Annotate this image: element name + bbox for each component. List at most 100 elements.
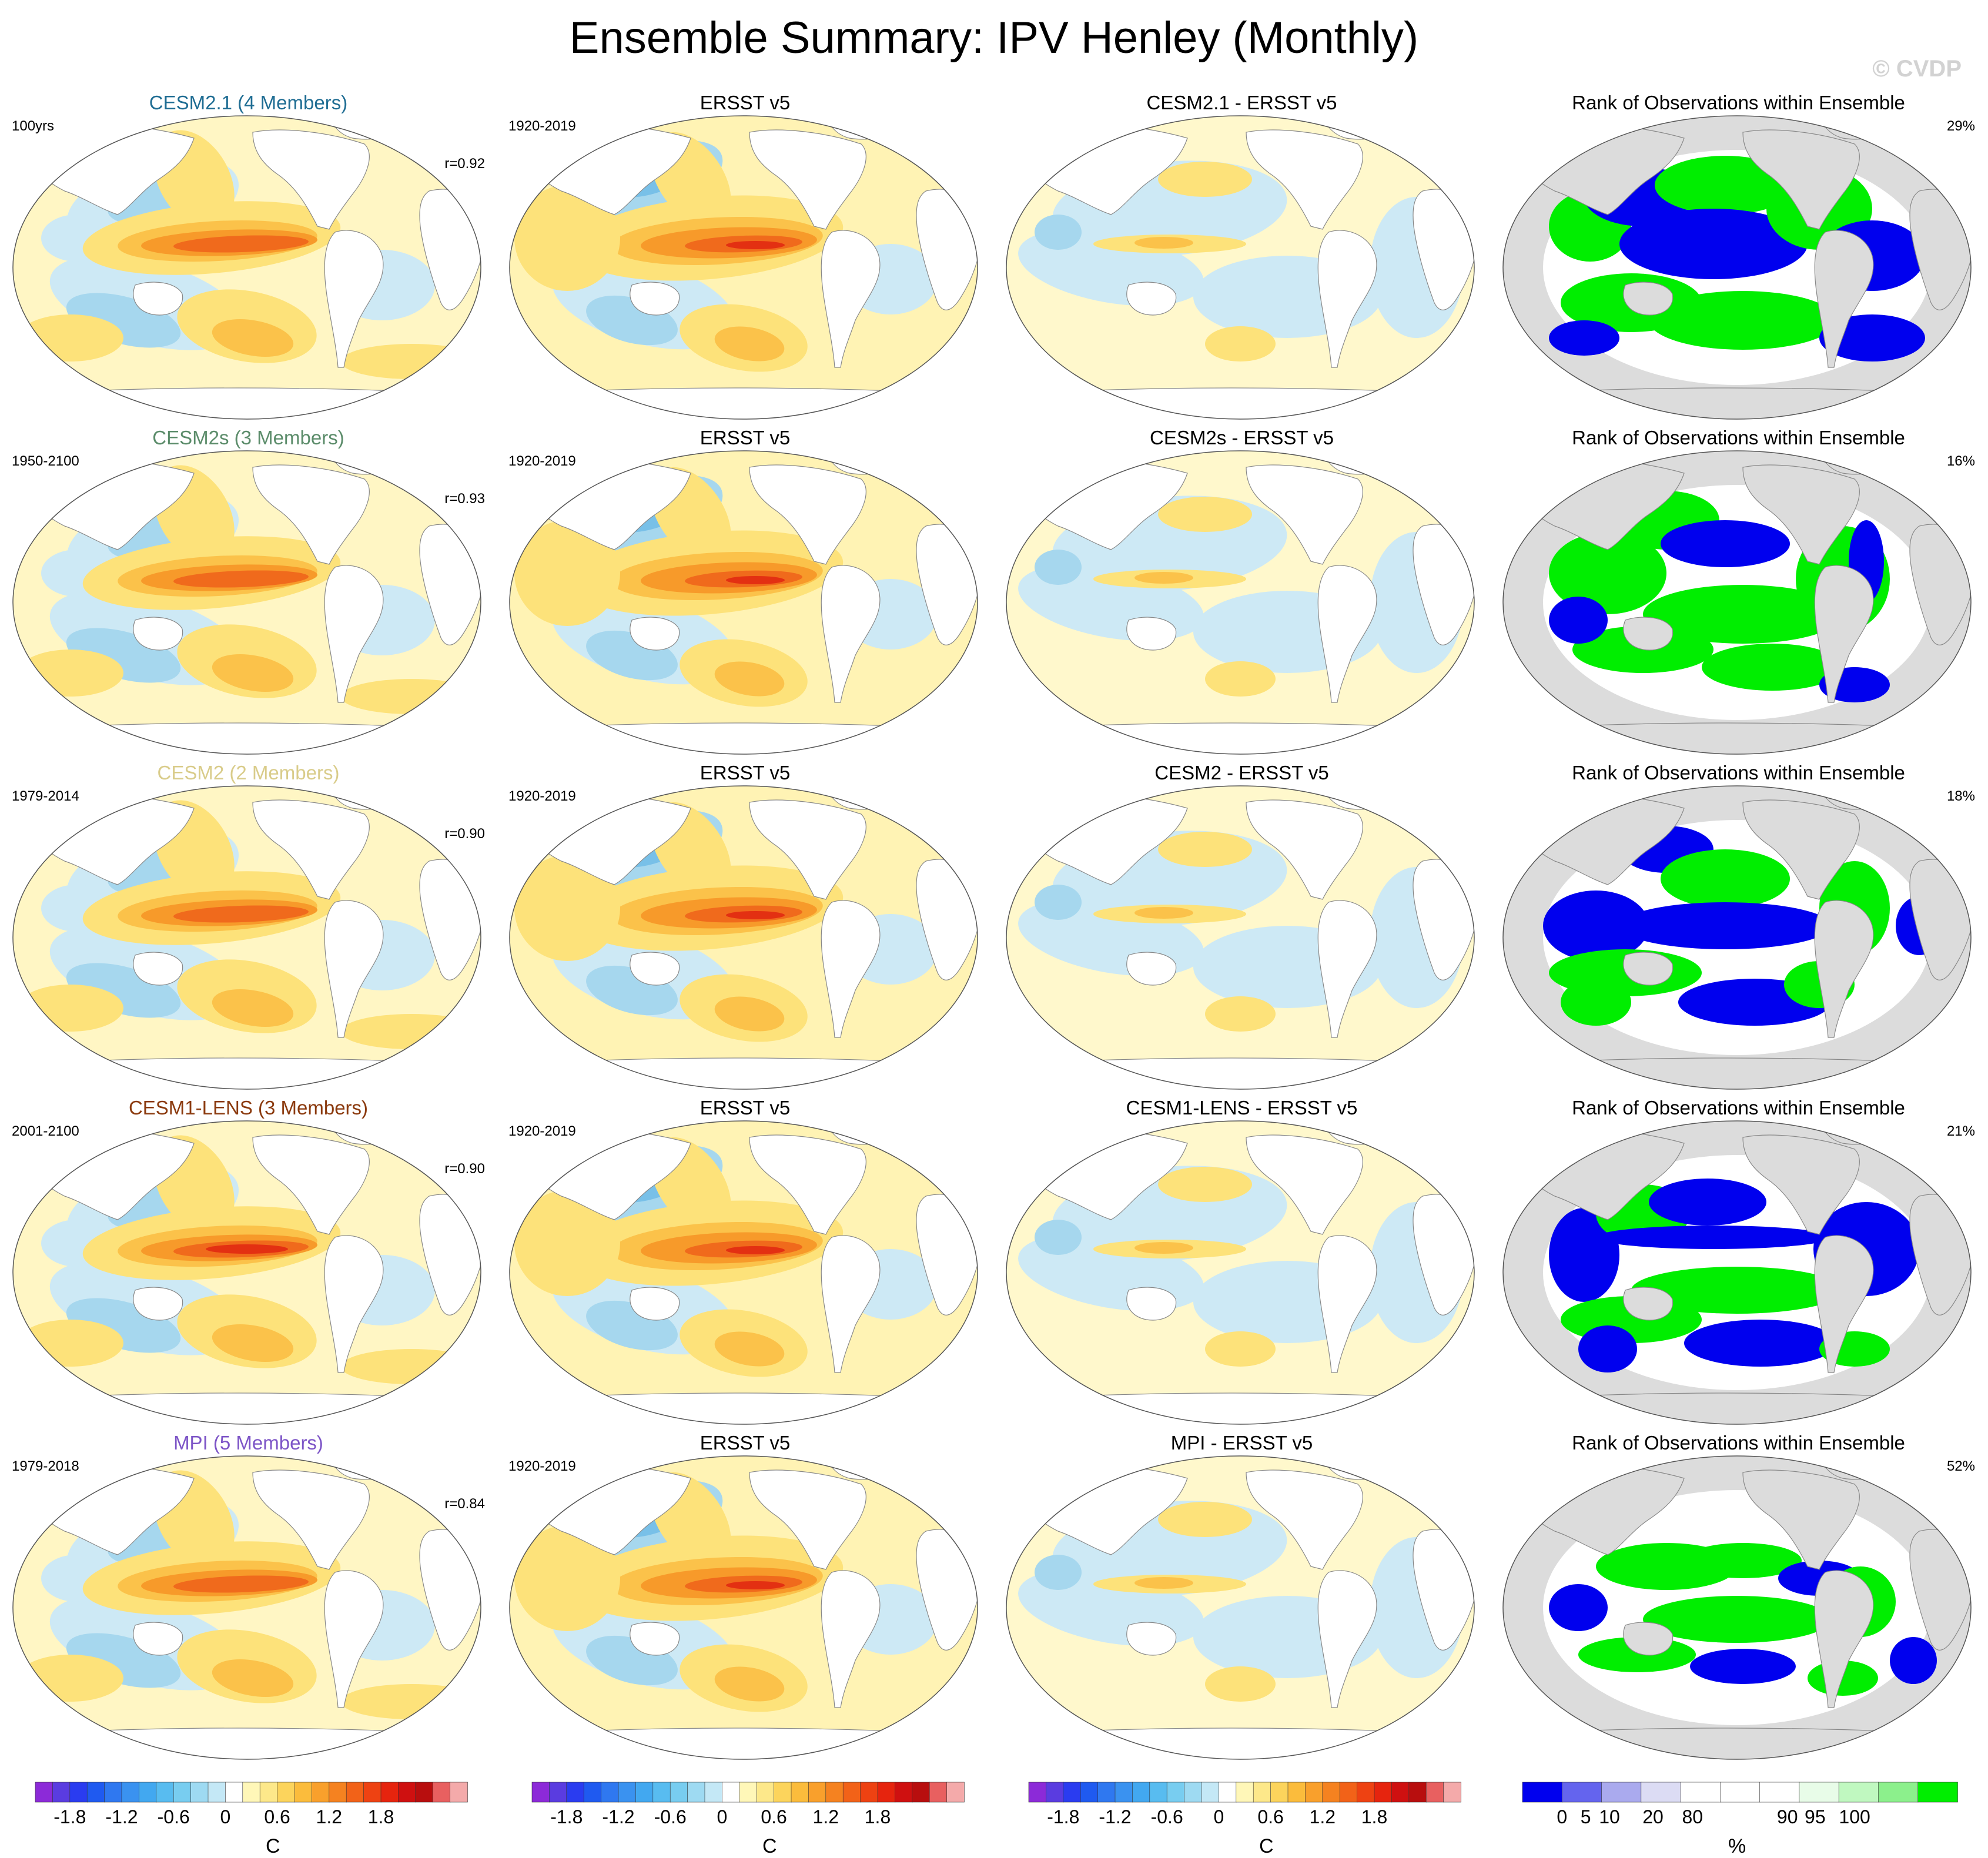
land-antarctica xyxy=(1503,1392,1971,1424)
land-antarctica xyxy=(1503,722,1971,754)
land-antarctica xyxy=(510,722,978,754)
colorbar-swatch xyxy=(1838,1782,1879,1803)
colorbar-swatch xyxy=(1561,1782,1602,1803)
colorbar-swatch xyxy=(531,1782,550,1803)
map-border xyxy=(1006,115,1475,420)
colorbar-swatch xyxy=(1522,1782,1563,1803)
rank-patch xyxy=(1661,849,1790,908)
land-antarctica xyxy=(1503,1728,1971,1759)
colorbar-swatch xyxy=(1601,1782,1642,1803)
rank-patch xyxy=(1549,1208,1619,1302)
colorbar-swatch xyxy=(825,1782,844,1803)
rank-patch xyxy=(1543,890,1649,961)
colorbar-swatch xyxy=(329,1782,347,1803)
colorbar-swatch xyxy=(842,1782,861,1803)
field-blob xyxy=(341,1014,481,1049)
land-australia xyxy=(630,1622,680,1656)
land-antarctica xyxy=(13,1728,481,1759)
land-australia xyxy=(630,282,680,316)
field-blob xyxy=(18,314,123,361)
colorbar-swatch xyxy=(225,1782,243,1803)
diff-title: CESM2.1 - ERSST v5 xyxy=(1146,92,1337,113)
colorbar-tick-label: 0 xyxy=(1214,1806,1224,1827)
land-australia xyxy=(133,617,183,651)
colorbar-swatch xyxy=(277,1782,295,1803)
colorbar-swatch xyxy=(1339,1782,1358,1803)
colorbar-tick-label: 100 xyxy=(1839,1806,1870,1827)
colorbar-rank-svg: 0 5 10 20 80 90 95 100 xyxy=(1522,1782,1958,1827)
colorbar-swatch xyxy=(1305,1782,1323,1803)
model-title: MPI (5 Members) xyxy=(173,1432,323,1454)
rank-patch xyxy=(1631,1267,1843,1314)
rank-patch xyxy=(1643,585,1843,644)
colorbar-swatch xyxy=(259,1782,278,1803)
field-blob xyxy=(173,1575,309,1593)
land-australia xyxy=(1126,1287,1177,1321)
land-south-america xyxy=(1317,230,1377,368)
land-australia xyxy=(133,952,183,986)
land-south-america xyxy=(1814,230,1874,368)
land-antarctica xyxy=(510,1728,978,1759)
colorbar-swatch xyxy=(1184,1782,1202,1803)
colorbar-swatch xyxy=(1357,1782,1375,1803)
field-blob xyxy=(341,344,481,379)
colorbar-swatch xyxy=(566,1782,585,1803)
map-border xyxy=(12,785,481,1090)
colorbar-swatch xyxy=(69,1782,88,1803)
diff-map-panel: CESM2s - ERSST v5 xyxy=(993,426,1490,761)
obs-title: ERSST v5 xyxy=(700,762,791,784)
land-south-america xyxy=(1814,1570,1874,1708)
land-antarctica xyxy=(1006,1057,1474,1089)
colorbar-swatch xyxy=(704,1782,723,1803)
map-border xyxy=(12,115,481,420)
land-north-america xyxy=(749,1134,866,1235)
model-map xyxy=(12,1120,481,1425)
rank-patch xyxy=(1690,1649,1796,1684)
colorbar-swatch xyxy=(1028,1782,1047,1803)
colorbar-tick-label: 0 xyxy=(220,1806,231,1827)
colorbar-swatch xyxy=(346,1782,364,1803)
field-blob xyxy=(341,679,481,714)
colorbar-obs: -1.8 -1.2 -0.6 0 0.6 1.2 1.8 C xyxy=(520,1776,1017,1857)
colorbar-swatch xyxy=(583,1782,602,1803)
obs-map-panel: ERSST v5 1920-2019 xyxy=(497,91,993,426)
field-blob xyxy=(726,241,785,249)
field-blob xyxy=(1134,1242,1193,1254)
land-north-america xyxy=(1246,799,1363,900)
field-blob xyxy=(1158,1502,1252,1537)
model-title: CESM1-LENS (3 Members) xyxy=(128,1097,369,1119)
rank-title: Rank of Observations within Ensemble xyxy=(1572,762,1905,784)
obs-map-panel: ERSST v5 1920-2019 xyxy=(497,1096,993,1431)
rank-map xyxy=(1502,115,1972,420)
map-border xyxy=(1502,450,1972,755)
diff-map xyxy=(1006,1455,1475,1760)
colorbar-swatch xyxy=(1322,1782,1340,1803)
model-map-panel: r=0.92 CESM2.1 (4 Members) 100yrs xyxy=(0,91,497,426)
map-border xyxy=(1502,1120,1972,1425)
field-blob xyxy=(514,1525,620,1631)
colorbar-tick-label: 1.2 xyxy=(316,1806,342,1827)
land-antarctica xyxy=(510,387,978,419)
field-blob xyxy=(341,1349,481,1384)
colorbar-tick-label: 1.8 xyxy=(865,1806,891,1827)
field-blob xyxy=(212,1324,294,1362)
obs-map-panel: ERSST v5 1920-2019 xyxy=(497,1431,993,1766)
colorbar-swatch xyxy=(1132,1782,1150,1803)
land-south-america xyxy=(1317,565,1377,703)
land-south-america xyxy=(324,1235,384,1373)
colorbar-swatch xyxy=(860,1782,878,1803)
field-blob xyxy=(206,1244,288,1254)
colorbar-model-svg: -1.8 -1.2 -0.6 0 0.6 1.2 1.8 xyxy=(35,1782,468,1827)
colorbar-tick-label: -0.6 xyxy=(1151,1806,1183,1827)
colorbar-swatch xyxy=(139,1782,157,1803)
diff-title: MPI - ERSST v5 xyxy=(1170,1432,1313,1454)
colorbar-swatch xyxy=(312,1782,330,1803)
rank-patch xyxy=(1655,156,1796,215)
land-south-america xyxy=(1317,1570,1377,1708)
colorbar-tick-label: 80 xyxy=(1682,1806,1703,1827)
colorbar-swatch xyxy=(1270,1782,1288,1803)
field-blob xyxy=(173,905,309,923)
obs-map-panel: ERSST v5 1920-2019 xyxy=(497,426,993,761)
model-map-panel: r=0.90 CESM1-LENS (3 Members) 2001-2100 xyxy=(0,1096,497,1431)
colorbar-swatch xyxy=(1236,1782,1254,1803)
